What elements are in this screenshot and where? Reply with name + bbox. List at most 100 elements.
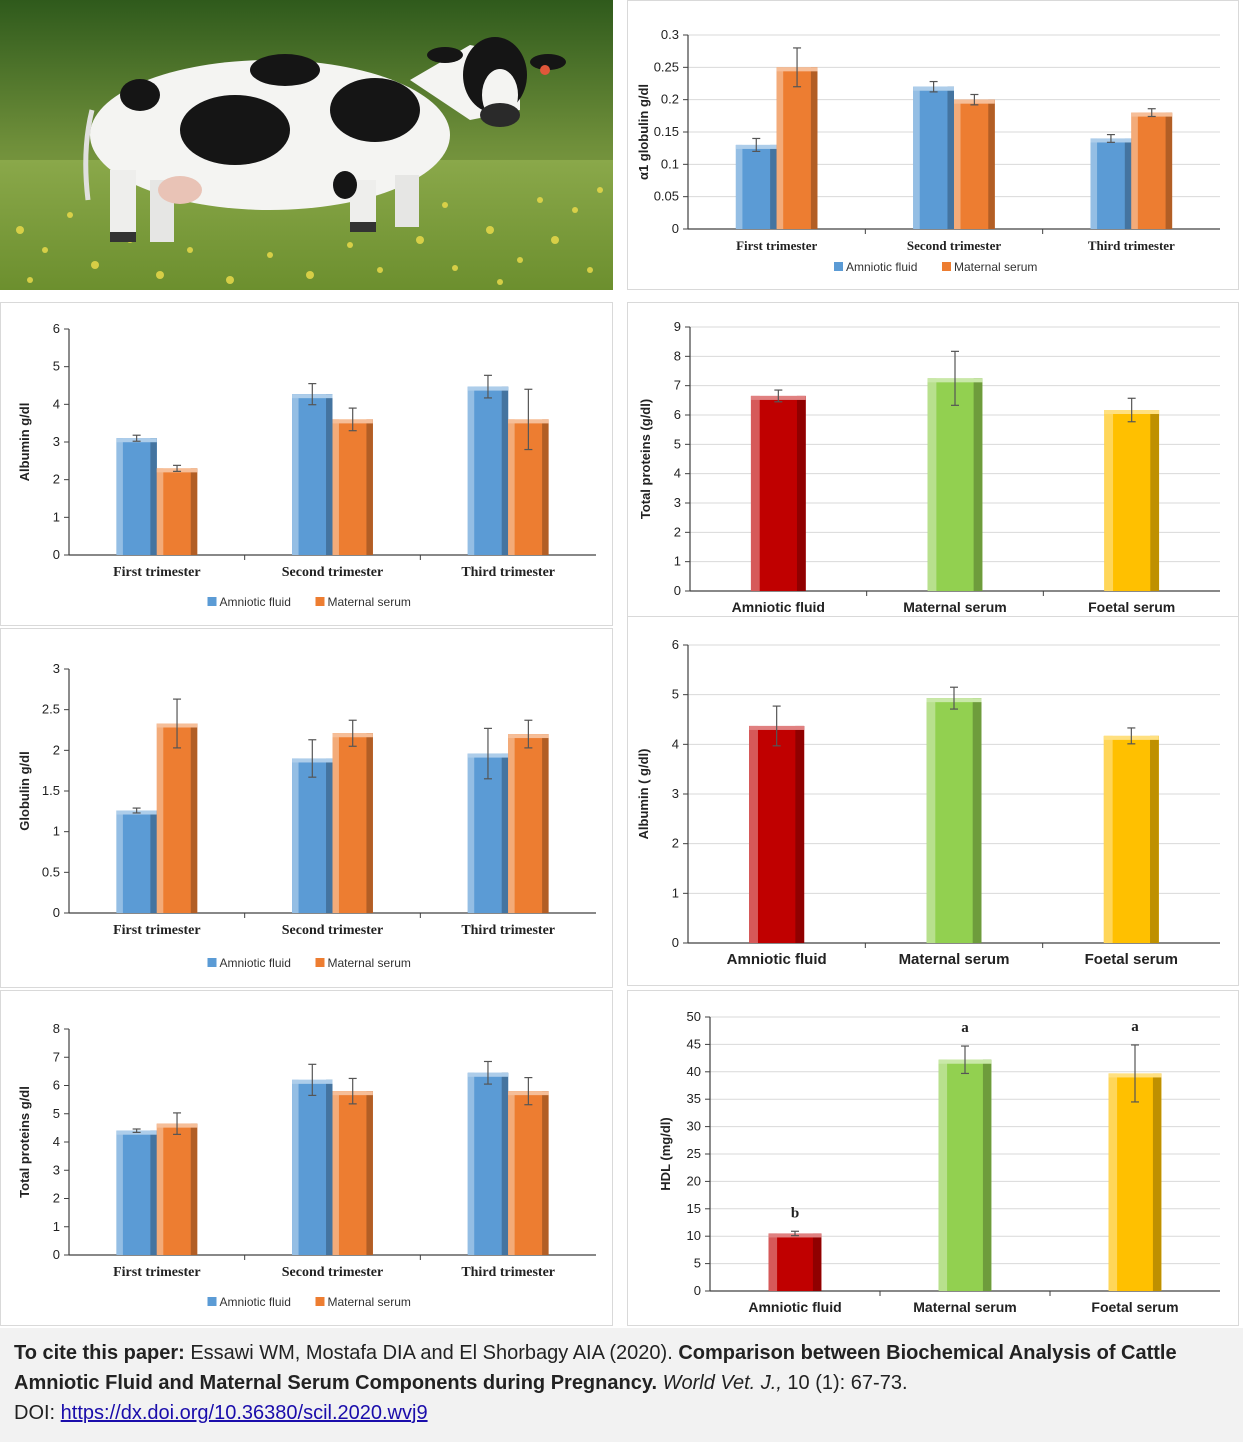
bar-0-bevel-right <box>796 395 806 591</box>
bar-amniotic-bevel-left <box>735 144 743 229</box>
bar-maternal-body <box>332 419 373 555</box>
bar-amniotic <box>116 438 157 555</box>
error-bar <box>950 686 958 710</box>
bar-0-bevel-left <box>749 725 758 943</box>
significance-label: a <box>961 1020 969 1036</box>
x-tick-label: Amniotic fluid <box>727 951 827 968</box>
citation-box: To cite this paper: Essawi WM, Mostafa D… <box>0 1328 1243 1442</box>
bar-amniotic <box>1090 138 1132 229</box>
x-tick-label: Third trimester <box>461 565 555 580</box>
error-bar <box>970 93 979 106</box>
y-tick-label: 5 <box>53 1106 60 1121</box>
x-tick-label: Third trimester <box>461 923 555 938</box>
y-tick-label: 40 <box>687 1064 701 1079</box>
y-tick-label: 3 <box>674 495 681 510</box>
bar-amniotic <box>116 1130 157 1255</box>
error-bar <box>1127 397 1136 423</box>
y-tick-label: 0.15 <box>654 124 679 139</box>
x-tick-label: Foetal serum <box>1088 599 1175 615</box>
bar-amniotic-body <box>292 758 333 913</box>
bar-1-body <box>927 378 983 591</box>
citation-doi-link[interactable]: https://dx.doi.org/10.36380/scil.2020.wv… <box>60 1402 428 1424</box>
error-bar <box>348 1077 357 1105</box>
bar-maternal-bevel-right <box>366 733 373 913</box>
bar-amniotic-bevel-right <box>947 86 954 229</box>
bar-2 <box>1104 410 1160 591</box>
y-tick-label: 3 <box>53 1162 60 1177</box>
x-tick-label: Second trimester <box>907 238 1001 253</box>
tp_tri-svg: 0 1 2 3 4 5 6 7 8 Total proteins g/dl First trimes… <box>17 1021 596 1309</box>
bar-amniotic-body <box>116 1130 157 1255</box>
y-tick-label: 2 <box>53 472 60 487</box>
hdl-svg: 0 5 10 15 20 25 30 35 40 45 50 HDL (mg/dl) Amniotic … <box>658 1009 1220 1315</box>
y-tick-label: 0 <box>694 1283 701 1298</box>
bar-amniotic-bevel-left <box>292 758 299 913</box>
citation-doi-label: DOI: <box>14 1402 61 1424</box>
albumin-trimester-chart: 0 1 2 3 4 5 6 Albumin g/dl First trimester Second… <box>0 302 613 626</box>
x-tick-label: First trimester <box>736 238 817 253</box>
citation-volume: 10 (1): 67-73. <box>781 1372 908 1394</box>
y-tick-label: 0 <box>672 221 679 236</box>
bar-maternal-bevel-right <box>542 734 549 913</box>
y-tick-label: 6 <box>672 637 679 652</box>
x-tick-label: Maternal serum <box>913 1299 1016 1315</box>
tp_groups-svg: 0 1 2 3 4 5 6 7 8 9 Total proteins (g/dl) Amniotic … <box>638 319 1220 615</box>
y-axis-label: Globulin g/dl <box>17 751 32 830</box>
y-tick-label: 6 <box>53 1078 60 1093</box>
bar-maternal-body <box>508 734 549 913</box>
bar-amniotic-body <box>116 438 157 555</box>
y-tick-label: 1.5 <box>42 783 60 798</box>
bar-amniotic-body <box>735 144 777 229</box>
bar-2-body <box>1108 1073 1162 1291</box>
bar-amniotic-bevel-right <box>1124 138 1132 229</box>
error-bar <box>791 1230 799 1237</box>
alpha1-globulin-chart: 0 0.05 0.1 0.15 0.2 0.25 0.3 α1 globulin g/dl Fi… <box>627 0 1239 290</box>
y-tick-label: 0 <box>53 905 60 920</box>
y-tick-label: 1 <box>53 509 60 524</box>
error-bar <box>132 434 141 442</box>
legend-label: Maternal serum <box>328 1295 411 1309</box>
bar-amniotic-bevel-left <box>116 438 123 555</box>
bar-amniotic-body <box>292 394 333 555</box>
bar-maternal <box>1131 112 1173 229</box>
error-bar <box>524 719 533 749</box>
x-tick-label: Third trimester <box>1088 238 1175 253</box>
bar-1-bevel-left <box>938 1059 948 1291</box>
bar-amniotic-bevel-left <box>116 1130 123 1255</box>
bar-maternal-bevel-right <box>366 1091 373 1255</box>
legend-swatch <box>207 1297 217 1306</box>
bar-amniotic-body <box>467 386 509 555</box>
y-tick-label: 2.5 <box>42 702 60 717</box>
y-tick-label: 45 <box>687 1036 701 1051</box>
legend-swatch <box>207 958 217 967</box>
bar-maternal <box>508 1091 549 1255</box>
bar-maternal-bevel-right <box>810 67 818 229</box>
y-axis-label: Albumin g/dl <box>17 403 32 482</box>
legend-label: Maternal serum <box>328 595 411 609</box>
y-tick-label: 3 <box>53 434 60 449</box>
bar-0-body <box>749 725 805 943</box>
x-tick-label: First trimester <box>113 1265 200 1280</box>
bar-maternal-body <box>508 1091 549 1255</box>
bar-1-body <box>938 1059 992 1291</box>
y-tick-label: 2 <box>53 1191 60 1206</box>
significance-label: b <box>791 1205 799 1221</box>
y-axis-label: Albumin ( g/dl) <box>636 749 651 840</box>
bar-amniotic-bevel-left <box>292 394 299 555</box>
y-tick-label: 10 <box>687 1228 701 1243</box>
error-bar <box>483 727 492 780</box>
bar-maternal-bevel-left <box>508 419 515 555</box>
cow-photo <box>0 0 613 290</box>
bar-2-bevel-right <box>1150 410 1160 591</box>
total-proteins-groups-chart: 0 1 2 3 4 5 6 7 8 9 Total proteins (g/dl) Amniotic … <box>627 302 1239 624</box>
y-tick-label: 0.05 <box>654 189 679 204</box>
error-bar <box>1131 1044 1139 1103</box>
error-bar <box>308 1063 317 1096</box>
bar-amniotic-bevel-right <box>501 386 509 555</box>
albumin_tri-svg: 0 1 2 3 4 5 6 Albumin g/dl First trimester Second… <box>17 321 596 609</box>
bar-maternal-bevel-left <box>332 419 339 555</box>
bar-0-bevel-right <box>812 1233 822 1291</box>
bar-maternal-bevel-left <box>156 1123 164 1255</box>
x-tick-label: Second trimester <box>282 923 383 938</box>
bar-amniotic <box>467 1072 509 1255</box>
